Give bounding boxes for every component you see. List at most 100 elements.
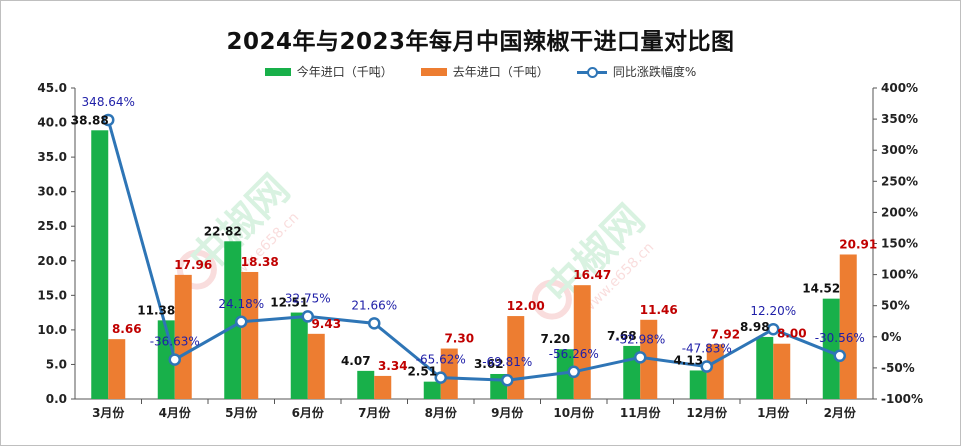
data-label-last-year: 11.46 xyxy=(640,303,678,317)
data-label-change: -32.98% xyxy=(615,332,665,346)
data-label-this-year: 22.82 xyxy=(204,224,242,238)
bar-last-year xyxy=(374,375,392,399)
x-tick-label: 10月份 xyxy=(553,405,595,420)
data-label-change: -30.56% xyxy=(815,331,865,345)
change-point xyxy=(434,371,447,384)
data-label-change: 348.64% xyxy=(82,95,135,109)
bar-last-year xyxy=(307,333,325,399)
bar-last-year xyxy=(573,285,591,399)
x-tick-label: 4月份 xyxy=(159,405,192,420)
bar-this-year xyxy=(423,381,441,399)
legend: 今年进口（千吨） 去年进口（千吨） 同比涨跌幅度% xyxy=(0,63,961,80)
y-right-tick-label: 250% xyxy=(881,174,918,188)
x-tick-label: 2月份 xyxy=(824,405,857,420)
y-left-tick-label: 40.0 xyxy=(37,116,67,130)
legend-swatch-this-year xyxy=(264,67,291,76)
x-tick-label: 5月份 xyxy=(225,405,258,420)
data-label-this-year: 12.51 xyxy=(270,296,308,310)
legend-item-this-year: 今年进口（千吨） xyxy=(264,63,393,80)
data-label-change: -65.62% xyxy=(416,353,466,367)
data-label-change: 12.20% xyxy=(750,304,796,318)
change-point xyxy=(567,365,580,379)
data-label-last-year: 3.34 xyxy=(378,359,408,373)
y-left-tick-label: 35.0 xyxy=(37,150,67,164)
change-point xyxy=(168,353,181,366)
data-label-change: 21.66% xyxy=(351,298,397,312)
y-right-tick-label: 350% xyxy=(881,112,918,126)
data-label-change: -69.81% xyxy=(482,355,532,369)
y-left-tick-label: 20.0 xyxy=(37,254,67,268)
bar-this-year xyxy=(756,336,774,399)
y-left-tick-label: 5.0 xyxy=(46,357,67,371)
bar-last-year xyxy=(773,343,791,399)
data-label-this-year: 4.13 xyxy=(673,353,703,367)
data-label-change: -36.63% xyxy=(150,335,200,349)
data-label-last-year: 20.91 xyxy=(839,237,877,251)
change-point xyxy=(833,349,846,363)
data-label-last-year: 8.00 xyxy=(777,327,807,341)
y-right-tick-label: 200% xyxy=(881,205,918,219)
data-label-last-year: 18.38 xyxy=(241,255,279,269)
bar-this-year xyxy=(91,130,109,399)
x-tick-label: 1月份 xyxy=(757,405,790,420)
y-right-tick-label: -50% xyxy=(881,361,915,375)
legend-label-last-year: 去年进口（千吨） xyxy=(452,65,549,79)
y-right-tick-label: -100% xyxy=(881,392,923,406)
bar-this-year xyxy=(224,241,242,399)
data-label-last-year: 16.47 xyxy=(573,268,611,282)
change-point xyxy=(634,351,647,364)
bar-last-year xyxy=(440,348,458,399)
y-right-tick-label: 300% xyxy=(881,143,918,157)
x-tick-label: 8月份 xyxy=(425,405,458,420)
data-label-this-year: 11.38 xyxy=(137,303,175,317)
bar-last-year xyxy=(241,271,259,399)
data-label-last-year: 12.00 xyxy=(507,299,545,313)
bar-last-year xyxy=(839,254,857,399)
chart-title: 2024年与2023年每月中国辣椒干进口量对比图 xyxy=(226,29,735,55)
y-left-tick-label: 15.0 xyxy=(37,288,67,302)
data-label-last-year: 9.43 xyxy=(311,317,341,331)
y-left-tick-label: 0.0 xyxy=(46,392,67,406)
bar-this-year xyxy=(689,370,707,399)
y-left-tick-label: 30.0 xyxy=(37,185,67,199)
data-label-last-year: 17.96 xyxy=(174,258,212,272)
legend-swatch-last-year xyxy=(420,67,447,76)
x-tick-label: 7月份 xyxy=(358,405,391,420)
x-tick-label: 12月份 xyxy=(686,405,728,420)
bar-this-year xyxy=(290,312,308,399)
change-line xyxy=(106,119,841,382)
legend-swatch-change xyxy=(576,66,607,78)
y-right-tick-label: 150% xyxy=(881,237,918,251)
data-label-this-year: 7.20 xyxy=(540,332,570,346)
y-left-tick-label: 10.0 xyxy=(37,323,67,337)
y-right-tick-label: 400% xyxy=(881,81,918,95)
legend-item-last-year: 去年进口（千吨） xyxy=(420,63,549,80)
watermark-logo-ring xyxy=(531,279,572,320)
data-label-change: 32.75% xyxy=(285,291,331,305)
data-label-change: -56.26% xyxy=(549,347,599,361)
data-label-last-year: 7.30 xyxy=(444,332,474,346)
y-left-tick-label: 25.0 xyxy=(37,219,67,233)
change-point xyxy=(767,322,780,336)
data-label-this-year: 14.52 xyxy=(802,282,840,296)
y-right-tick-label: 0% xyxy=(881,330,901,344)
x-tick-label: 9月份 xyxy=(491,405,524,420)
change-point xyxy=(235,315,248,329)
y-left-tick-label: 45.0 xyxy=(37,81,67,95)
data-label-this-year: 38.88 xyxy=(71,113,109,127)
change-point xyxy=(700,360,713,373)
bar-last-year xyxy=(174,274,192,399)
data-label-this-year: 2.51 xyxy=(407,365,437,379)
data-label-last-year: 8.66 xyxy=(112,322,142,336)
change-point xyxy=(501,373,514,387)
bar-last-year xyxy=(108,339,126,399)
legend-label-change: 同比涨跌幅度% xyxy=(612,65,697,79)
change-point xyxy=(102,113,115,127)
data-label-this-year: 8.98 xyxy=(740,320,770,334)
change-point xyxy=(368,317,381,330)
bar-this-year xyxy=(357,370,375,399)
y-right-tick-label: 100% xyxy=(881,268,918,282)
y-right-tick-label: 50% xyxy=(881,299,910,313)
x-tick-label: 11月份 xyxy=(620,405,662,420)
data-label-this-year: 3.62 xyxy=(474,357,504,371)
